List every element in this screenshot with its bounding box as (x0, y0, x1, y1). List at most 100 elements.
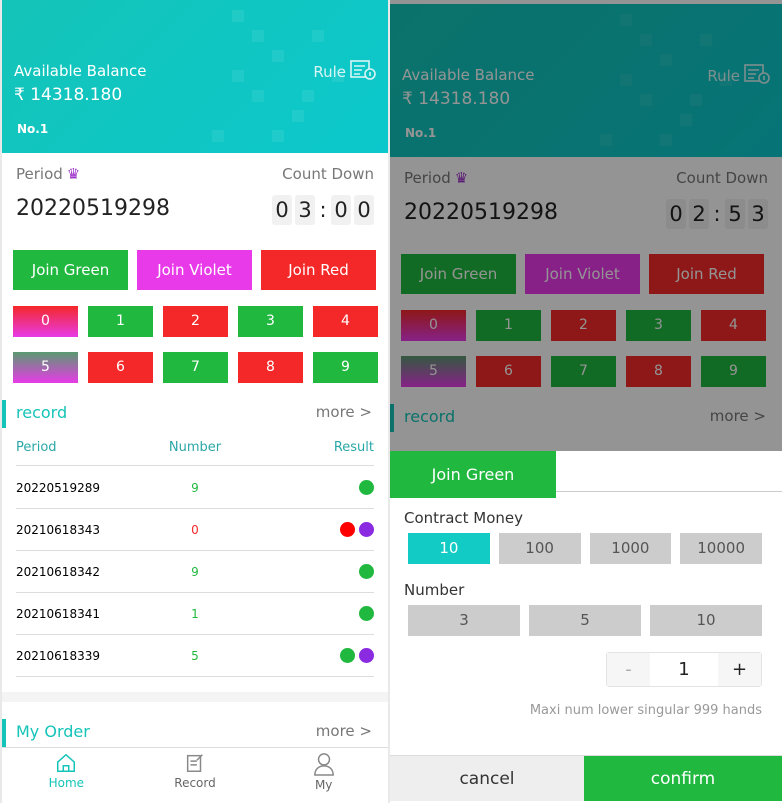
nav-label: My (314, 778, 333, 792)
number-button-4[interactable]: 4 (313, 306, 378, 337)
contract-option-10[interactable]: 10 (408, 533, 490, 564)
row-number: 9 (191, 565, 199, 579)
join-red-button[interactable]: Join Red (261, 250, 376, 290)
number-button-3[interactable]: 3 (238, 306, 303, 337)
period-label-text: Period (404, 169, 451, 187)
countdown-digit: 0 (331, 195, 351, 225)
divider (556, 491, 782, 492)
number-button-3[interactable]: 3 (626, 310, 691, 341)
countdown-label: Count Down (282, 165, 374, 183)
game-screen-with-bet-sheet: Available Balance ₹ 14318.180 No.1 Rule Peri… (390, 0, 782, 803)
green-result-dot (359, 564, 374, 579)
table-row: 20210618339 5 (16, 635, 374, 677)
record-title: record (404, 407, 456, 426)
red-result-dot (340, 522, 355, 537)
contract-option-1000[interactable]: 1000 (589, 533, 672, 564)
rule-icon (744, 64, 770, 88)
join-buttons: Join Green Join Violet Join Red (401, 254, 764, 294)
number-option-3[interactable]: 3 (408, 605, 520, 636)
decor-pixel (620, 14, 632, 26)
record-section-header: record more > (2, 400, 388, 428)
cancel-button[interactable]: cancel (390, 756, 584, 801)
my-order-more-link[interactable]: more > (315, 722, 372, 740)
number-options: 3 5 10 (408, 605, 762, 636)
row-period: 20210618342 (16, 565, 100, 579)
number-label: Number (404, 581, 465, 599)
rule-button[interactable]: Rule (313, 60, 376, 84)
countdown-label: Count Down (676, 169, 768, 187)
record-table-header: Period Number Result (16, 440, 374, 466)
number-button-6[interactable]: 6 (476, 356, 541, 387)
rule-icon (350, 60, 376, 84)
green-result-dot (359, 606, 374, 621)
number-button-7[interactable]: 7 (163, 352, 228, 383)
contract-option-100[interactable]: 100 (498, 533, 581, 564)
nav-home[interactable]: Home (2, 748, 131, 799)
join-buttons: Join Green Join Violet Join Red (13, 250, 376, 290)
table-row: 20210618342 9 (16, 551, 374, 593)
number-button-4[interactable]: 4 (701, 310, 766, 341)
number-button-5[interactable]: 5 (13, 352, 78, 383)
balance-value: ₹ 14318.180 (402, 89, 511, 109)
row-number: 9 (191, 481, 199, 495)
record-more-link[interactable]: more > (709, 407, 766, 425)
row-number: 1 (191, 607, 199, 621)
countdown-digit: 2 (689, 199, 709, 229)
number-button-7[interactable]: 7 (551, 356, 616, 387)
rule-button[interactable]: Rule (707, 64, 770, 88)
join-green-button[interactable]: Join Green (401, 254, 516, 294)
balance-label: Available Balance (14, 62, 147, 80)
sheet-tab-join-green: Join Green (390, 451, 556, 498)
join-violet-button[interactable]: Join Violet (137, 250, 252, 290)
decor-pixel (272, 50, 284, 62)
quantity-stepper: - 1 + (606, 652, 762, 687)
row-result (340, 522, 374, 537)
decor-pixel (212, 130, 224, 142)
join-violet-button[interactable]: Join Violet (525, 254, 640, 294)
nav-label: Home (48, 776, 85, 790)
row-result (359, 564, 374, 579)
number-button-1[interactable]: 1 (88, 306, 153, 337)
decor-pixel (620, 74, 632, 86)
number-button-2[interactable]: 2 (551, 310, 616, 341)
bottom-nav: Home Record My (2, 747, 388, 799)
increment-button[interactable]: + (718, 653, 761, 686)
countdown-digit: 5 (725, 199, 745, 229)
period-number: 20220519298 (404, 200, 558, 225)
join-green-button[interactable]: Join Green (13, 250, 128, 290)
nav-record[interactable]: Record (131, 748, 260, 799)
decor-pixel (232, 70, 244, 82)
confirm-button[interactable]: confirm (584, 756, 782, 801)
number-button-8[interactable]: 8 (238, 352, 303, 383)
record-more-link[interactable]: more > (315, 403, 372, 421)
quantity-input[interactable]: 1 (650, 653, 718, 686)
home-icon (2, 752, 131, 774)
join-red-button[interactable]: Join Red (649, 254, 764, 294)
number-button-6[interactable]: 6 (88, 352, 153, 383)
violet-result-dot (359, 648, 374, 663)
number-button-5[interactable]: 5 (401, 356, 466, 387)
decrement-button[interactable]: - (607, 653, 650, 686)
table-row: 20210618343 0 (16, 509, 374, 551)
number-button-9[interactable]: 9 (313, 352, 378, 383)
balance-header: Available Balance ₹ 14318.180 No.1 Rule (2, 0, 388, 153)
number-button-2[interactable]: 2 (163, 306, 228, 337)
nav-label: Record (174, 776, 216, 790)
number-button-0[interactable]: 0 (401, 310, 466, 341)
decor-pixel (272, 130, 284, 142)
my-order-title: My Order (16, 722, 90, 741)
nav-my[interactable]: My (259, 748, 388, 799)
number-option-10[interactable]: 10 (650, 605, 762, 636)
decor-pixel (700, 34, 712, 46)
number-button-9[interactable]: 9 (701, 356, 766, 387)
modal-overlay[interactable] (390, 0, 782, 451)
number-button-0[interactable]: 0 (13, 306, 78, 337)
number-button-1[interactable]: 1 (476, 310, 541, 341)
balance-header: Available Balance ₹ 14318.180 No.1 Rule (390, 4, 782, 157)
number-option-5[interactable]: 5 (529, 605, 641, 636)
number-button-8[interactable]: 8 (626, 356, 691, 387)
contract-option-10000[interactable]: 10000 (680, 533, 762, 564)
